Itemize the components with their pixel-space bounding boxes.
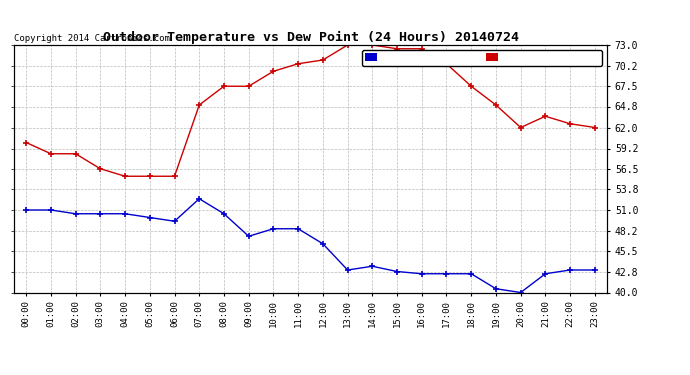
Legend: Dew Point (°F), Temperature (°F): Dew Point (°F), Temperature (°F) (362, 50, 602, 66)
Text: Copyright 2014 Cartronics.com: Copyright 2014 Cartronics.com (14, 33, 170, 42)
Title: Outdoor Temperature vs Dew Point (24 Hours) 20140724: Outdoor Temperature vs Dew Point (24 Hou… (103, 31, 518, 44)
